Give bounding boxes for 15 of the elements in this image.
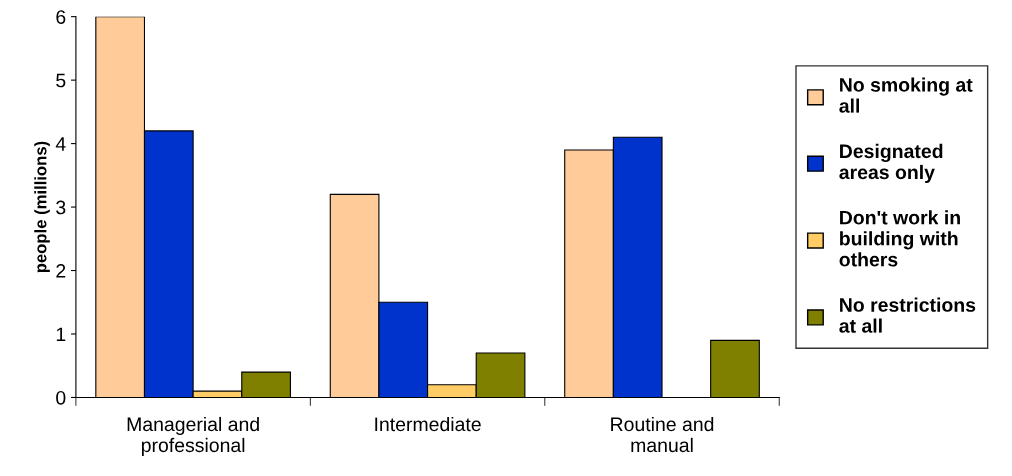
- legend-label: No restrictions at all: [839, 297, 976, 333]
- x-tick-label: Routine and manual: [611, 416, 714, 453]
- y-tick-label: 3: [56, 200, 66, 215]
- y-tick-label: 1: [56, 327, 66, 342]
- x-tick-label: Managerial and professional: [127, 416, 259, 456]
- x-tick-label: Intermediate: [375, 416, 481, 432]
- y-tick-label: 6: [56, 10, 66, 24]
- legend-label: Don't work in building with others: [839, 210, 960, 267]
- y-tick-label: 0: [56, 390, 66, 405]
- y-axis-title: people (millions): [34, 141, 50, 273]
- y-tick-label: 4: [55, 137, 66, 151]
- y-tick-label: 2: [56, 263, 66, 278]
- legend-label: Designated areas only: [839, 143, 943, 184]
- y-tick-label: 5: [56, 73, 66, 88]
- legend-label: No smoking at all: [839, 77, 973, 113]
